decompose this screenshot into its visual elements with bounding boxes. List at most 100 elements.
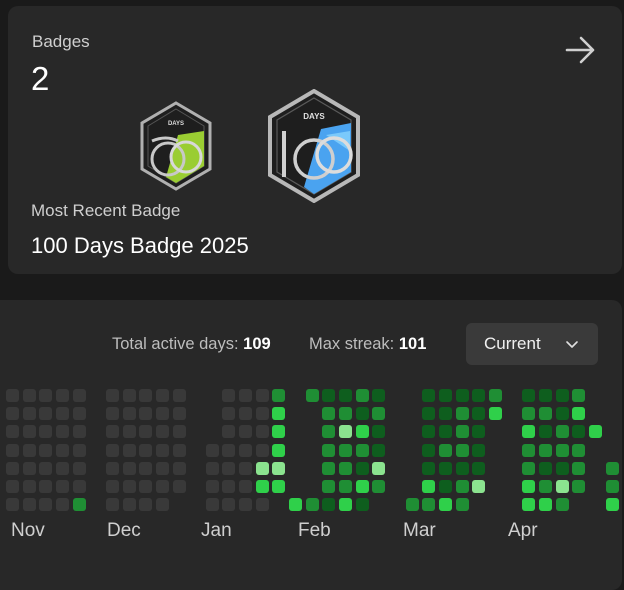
heatmap-cell[interactable] <box>55 407 69 421</box>
heatmap-cell[interactable] <box>205 461 219 475</box>
heatmap-cell[interactable] <box>255 443 269 457</box>
heatmap-cell[interactable] <box>355 425 369 439</box>
heatmap-cell[interactable] <box>522 389 536 402</box>
heatmap-cell[interactable] <box>422 461 436 475</box>
heatmap-cell[interactable] <box>139 389 153 402</box>
heatmap-cell[interactable] <box>422 389 436 402</box>
heatmap-cell[interactable] <box>255 407 269 421</box>
heatmap-cell[interactable] <box>372 461 386 475</box>
heatmap-cell[interactable] <box>355 480 369 493</box>
heatmap-cell[interactable] <box>572 389 586 402</box>
heatmap-cell[interactable] <box>255 389 269 402</box>
heatmap-cell[interactable] <box>22 407 36 421</box>
heatmap-cell[interactable] <box>422 407 436 421</box>
heatmap-cell[interactable] <box>222 480 236 493</box>
heatmap-cell[interactable] <box>55 498 69 512</box>
heatmap-cell[interactable] <box>488 389 502 402</box>
heatmap-cell[interactable] <box>355 498 369 512</box>
heatmap-cell[interactable] <box>139 407 153 421</box>
heatmap-cell[interactable] <box>22 498 36 512</box>
heatmap-cell[interactable] <box>6 425 19 439</box>
heatmap-cell[interactable] <box>322 425 336 439</box>
heatmap-cell[interactable] <box>239 443 253 457</box>
heatmap-cell[interactable] <box>39 480 53 493</box>
heatmap-cell[interactable] <box>155 498 169 512</box>
heatmap-cell[interactable] <box>155 425 169 439</box>
heatmap-cell[interactable] <box>6 407 19 421</box>
heatmap-cell[interactable] <box>22 480 36 493</box>
heatmap-cell[interactable] <box>6 443 19 457</box>
heatmap-cell[interactable] <box>555 407 569 421</box>
heatmap-cell[interactable] <box>555 425 569 439</box>
heatmap-cell[interactable] <box>438 443 452 457</box>
heatmap-cell[interactable] <box>255 498 269 512</box>
heatmap-cell[interactable] <box>455 443 469 457</box>
heatmap-cell[interactable] <box>438 407 452 421</box>
heatmap-cell[interactable] <box>255 425 269 439</box>
heatmap-cell[interactable] <box>322 480 336 493</box>
heatmap-cell[interactable] <box>522 480 536 493</box>
heatmap-cell[interactable] <box>72 498 86 512</box>
heatmap-cell[interactable] <box>472 389 486 402</box>
heatmap-cell[interactable] <box>55 425 69 439</box>
heatmap-cell[interactable] <box>105 389 119 402</box>
heatmap-cell[interactable] <box>339 443 353 457</box>
heatmap-cell[interactable] <box>472 407 486 421</box>
heatmap-cell[interactable] <box>72 425 86 439</box>
heatmap-cell[interactable] <box>538 461 552 475</box>
heatmap-cell[interactable] <box>172 480 186 493</box>
heatmap-cell[interactable] <box>55 389 69 402</box>
heatmap-cell[interactable] <box>122 407 136 421</box>
heatmap-cell[interactable] <box>522 443 536 457</box>
heatmap-cell[interactable] <box>155 389 169 402</box>
heatmap-cell[interactable] <box>155 461 169 475</box>
heatmap-cell[interactable] <box>122 498 136 512</box>
heatmap-cell[interactable] <box>222 461 236 475</box>
heatmap-cell[interactable] <box>22 443 36 457</box>
heatmap-cell[interactable] <box>205 498 219 512</box>
heatmap-cell[interactable] <box>272 443 286 457</box>
heatmap-cell[interactable] <box>572 480 586 493</box>
heatmap-cell[interactable] <box>339 407 353 421</box>
heatmap-cell[interactable] <box>172 425 186 439</box>
arrow-right-icon[interactable] <box>561 30 601 70</box>
heatmap-cell[interactable] <box>438 461 452 475</box>
heatmap-cell[interactable] <box>339 389 353 402</box>
heatmap-cell[interactable] <box>255 461 269 475</box>
heatmap-cell[interactable] <box>222 407 236 421</box>
heatmap-cell[interactable] <box>105 443 119 457</box>
heatmap-cell[interactable] <box>72 407 86 421</box>
heatmap-cell[interactable] <box>538 480 552 493</box>
heatmap-cell[interactable] <box>355 407 369 421</box>
heatmap-cell[interactable] <box>39 425 53 439</box>
heatmap-cell[interactable] <box>455 425 469 439</box>
heatmap-cell[interactable] <box>289 498 303 512</box>
heatmap-cell[interactable] <box>555 461 569 475</box>
heatmap-cell[interactable] <box>6 461 19 475</box>
heatmap-cell[interactable] <box>555 480 569 493</box>
heatmap-cell[interactable] <box>39 407 53 421</box>
heatmap-cell[interactable] <box>555 443 569 457</box>
heatmap-cell[interactable] <box>172 461 186 475</box>
heatmap-cell[interactable] <box>455 480 469 493</box>
heatmap-cell[interactable] <box>339 498 353 512</box>
heatmap-cell[interactable] <box>455 389 469 402</box>
heatmap-cell[interactable] <box>139 480 153 493</box>
heatmap-cell[interactable] <box>438 425 452 439</box>
heatmap-cell[interactable] <box>105 480 119 493</box>
heatmap-cell[interactable] <box>355 389 369 402</box>
heatmap-cell[interactable] <box>155 443 169 457</box>
heatmap-cell[interactable] <box>172 389 186 402</box>
heatmap-cell[interactable] <box>538 498 552 512</box>
heatmap-cell[interactable] <box>22 461 36 475</box>
heatmap-cell[interactable] <box>339 461 353 475</box>
heatmap-cell[interactable] <box>372 407 386 421</box>
heatmap-cell[interactable] <box>372 389 386 402</box>
heatmap-cell[interactable] <box>239 480 253 493</box>
heatmap-cell[interactable] <box>538 407 552 421</box>
heatmap-cell[interactable] <box>139 498 153 512</box>
heatmap-cell[interactable] <box>272 389 286 402</box>
heatmap-cell[interactable] <box>472 425 486 439</box>
heatmap-cell[interactable] <box>222 498 236 512</box>
heatmap-cell[interactable] <box>322 389 336 402</box>
